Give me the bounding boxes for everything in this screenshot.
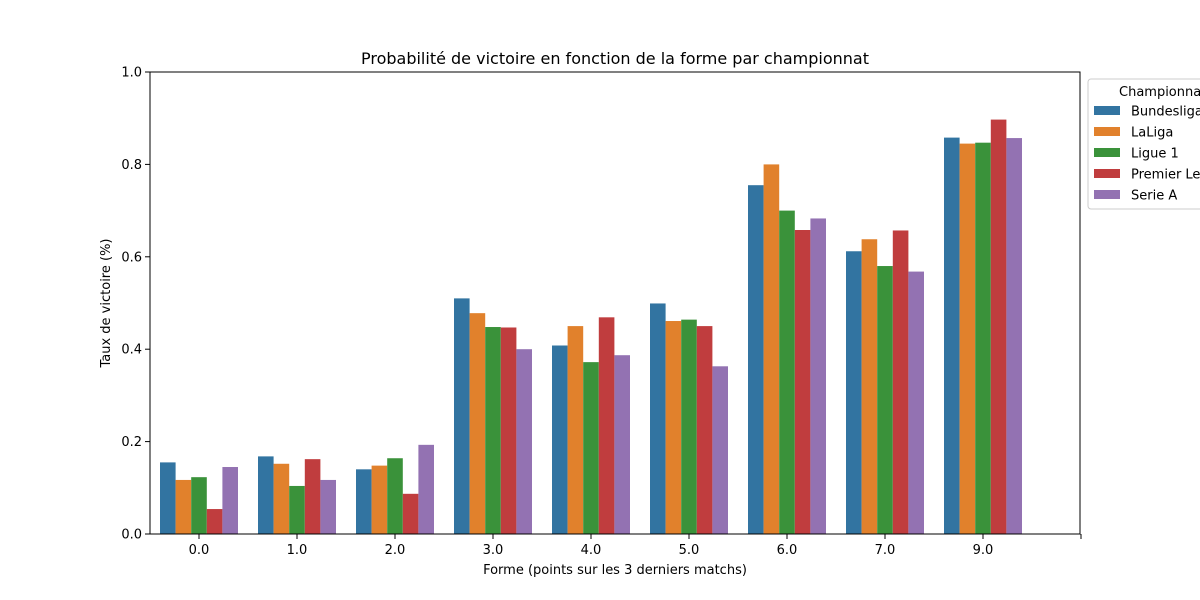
legend-label: Bundesliga: [1131, 105, 1200, 120]
bar: [763, 164, 780, 534]
bar: [959, 143, 976, 535]
bar: [516, 349, 532, 534]
y-axis-label: Taux de victoire (%): [99, 238, 114, 368]
x-tick-label: 6.0: [777, 543, 798, 558]
bar: [402, 493, 419, 534]
bar: [552, 345, 568, 534]
bar: [320, 479, 336, 534]
bar: [485, 327, 501, 534]
bar: [681, 319, 697, 534]
x-axis-label: Forme (points sur les 3 derniers matchs): [483, 563, 747, 578]
bar: [877, 266, 893, 534]
bar: [469, 313, 486, 534]
bar: [779, 210, 795, 534]
bar: [160, 462, 176, 534]
bar: [583, 362, 599, 534]
bar: [861, 239, 878, 534]
bar: [356, 469, 372, 534]
bar: [418, 444, 434, 534]
bar: [222, 467, 238, 534]
y-tick-label: 0.0: [121, 528, 142, 543]
legend-label: Ligue 1: [1131, 147, 1179, 162]
legend-label: Serie A: [1131, 189, 1177, 204]
x-tick-label: 1.0: [287, 543, 308, 558]
legend-swatch: [1094, 127, 1120, 136]
bar: [990, 119, 1007, 534]
bar: [712, 366, 728, 534]
bar: [846, 251, 862, 535]
y-tick-label: 1.0: [121, 66, 142, 81]
x-tick-label: 2.0: [385, 543, 406, 558]
legend-title: Championnat: [1119, 85, 1200, 100]
y-tick-label: 0.8: [121, 158, 142, 173]
x-tick-label: 7.0: [875, 543, 896, 558]
plot-frame: [149, 71, 1081, 535]
x-tick-label: 4.0: [581, 543, 602, 558]
bar: [908, 271, 924, 534]
legend-swatch: [1094, 106, 1120, 115]
legend: Championnat Bundesliga LaLiga Ligue 1 Premi…: [1087, 78, 1200, 210]
bar: [289, 485, 305, 534]
legend-swatch: [1094, 190, 1120, 199]
bar: [206, 509, 223, 534]
y-axis: 0.0 0.2 0.4 0.6 0.8 1.0: [121, 66, 150, 543]
x-tick-label: 0.0: [189, 543, 210, 558]
legend-label: LaLiga: [1131, 126, 1173, 141]
y-tick-label: 0.4: [121, 343, 142, 358]
x-tick-label: 5.0: [679, 543, 700, 558]
bar: [892, 230, 909, 534]
x-tick-label: 3.0: [483, 543, 504, 558]
legend-swatch: [1094, 148, 1120, 157]
bar: [598, 317, 615, 534]
bar: [304, 459, 321, 534]
bar: [371, 465, 388, 534]
bar: [567, 326, 584, 534]
bar: [191, 477, 207, 534]
bar: [1006, 138, 1022, 535]
bar: [258, 456, 274, 534]
bar: [650, 303, 666, 534]
bar: [975, 142, 991, 534]
bar: [748, 185, 764, 534]
bar: [794, 230, 811, 534]
bar: [175, 479, 192, 534]
x-tick-label: 9.0: [973, 543, 994, 558]
bar: [665, 321, 682, 534]
y-tick-label: 0.6: [121, 250, 142, 265]
legend-label: Premier League: [1131, 168, 1200, 183]
bar: [810, 218, 826, 535]
bar: [454, 298, 470, 534]
x-axis: 0.0 1.0 2.0 3.0 4.0 5.0 6.0 7.0 9.0: [189, 534, 1082, 558]
chart-title: Probabilité de victoire en fonction de l…: [361, 49, 869, 68]
bars: [160, 119, 1022, 535]
bar: [500, 327, 517, 534]
bar: [944, 137, 960, 534]
bar: [614, 355, 630, 534]
bar: [387, 458, 403, 534]
bar: [696, 326, 713, 534]
legend-swatch: [1094, 169, 1120, 178]
y-tick-label: 0.2: [121, 435, 142, 450]
bar: [273, 463, 290, 534]
